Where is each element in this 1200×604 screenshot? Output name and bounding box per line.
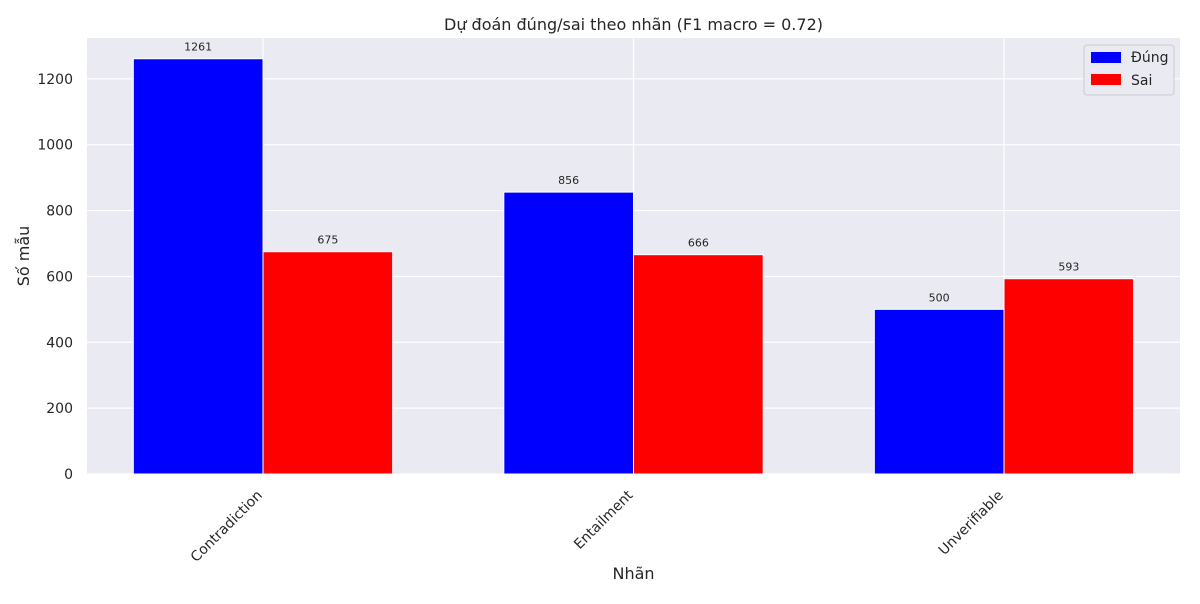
x-axis-ticks: Contradiction Entailment Unverifiable [188,487,1007,565]
legend-label-dung: Đúng [1131,50,1168,66]
x-tick-label: Contradiction [188,488,266,566]
x-axis-title: Nhãn [612,564,654,583]
y-tick-label: 1000 [37,138,73,154]
bar-sai-entailment [633,254,764,475]
chart-title: Dự đoán đúng/sai theo nhãn (F1 macro = 0… [444,15,823,34]
y-tick-label: 200 [46,401,73,417]
bar-value-label: 856 [558,174,579,187]
bar-value-label: 666 [688,237,709,250]
legend-swatch-dung [1091,52,1121,63]
bar-sai-contradiction [262,251,394,475]
bar-value-label: 500 [929,291,950,304]
bar-dung-contradiction [132,58,264,475]
bar-sai-unverifiable [1003,278,1135,475]
bar-dung-unverifiable [873,308,1005,475]
legend: Đúng Sai [1083,44,1175,96]
bar-value-label: 1261 [184,41,212,54]
x-tick-label: Entailment [571,487,637,553]
bar-dung-entailment [503,191,634,475]
y-tick-label: 0 [64,467,73,483]
bar-value-label: 593 [1058,261,1079,274]
bar-value-label: 675 [317,234,338,247]
legend-swatch-sai [1091,74,1121,85]
y-axis-title: Số mẫu [14,226,33,287]
bars [132,58,1135,475]
x-tick-label: Unverifiable [936,488,1007,559]
y-tick-label: 400 [46,335,73,351]
y-axis-ticks: 0 200 400 600 800 1000 1200 [37,72,73,483]
y-tick-label: 800 [46,204,73,220]
value-labels: 1261 856 500 675 666 593 [184,41,1079,305]
legend-label-sai: Sai [1131,73,1152,89]
y-tick-label: 1200 [37,72,73,88]
y-tick-label: 600 [46,269,73,285]
